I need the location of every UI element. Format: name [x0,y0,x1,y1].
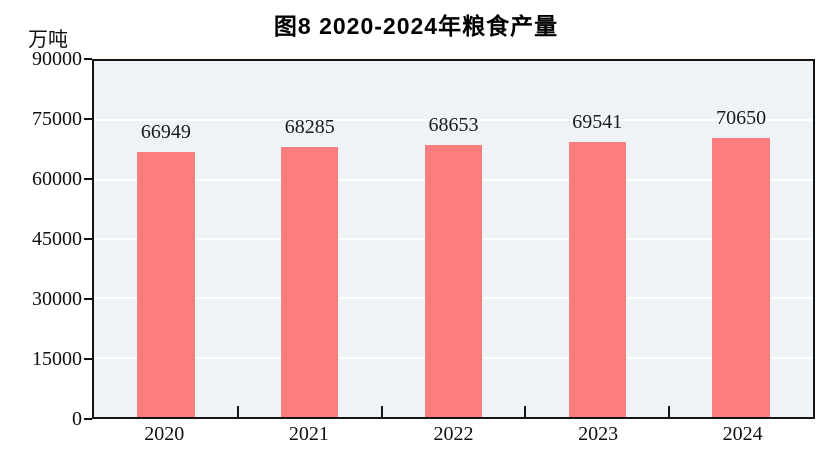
plot-area: 66949 68285 68653 69541 70650 [92,59,815,419]
bar [568,141,627,417]
y-tick-label: 75000 [32,108,82,130]
x-tick-label: 2023 [578,423,619,445]
y-axis-unit-label: 万吨 [28,29,68,51]
bar-value-label: 68653 [428,114,479,137]
bar [137,152,195,417]
y-tick-mark [84,58,92,60]
x-tick-label: 2020 [144,423,185,445]
y-tick-label: 60000 [32,168,82,190]
y-tick-label: 90000 [32,48,82,70]
x-tick-mark [668,406,671,417]
y-tick-mark [84,298,92,300]
y-tick-label: 30000 [32,288,82,310]
bar-value-label: 69541 [572,110,623,133]
x-tick-label: 2024 [722,423,763,445]
y-tick-mark [84,358,92,360]
bar-value-label: 70650 [716,106,767,129]
bar [712,137,770,417]
x-tick-label: 2022 [433,423,474,445]
y-tick-mark [84,238,92,240]
y-tick-label: 0 [72,408,82,430]
y-tick-mark [84,178,92,180]
y-tick-label: 45000 [32,228,82,250]
bar [280,146,339,417]
x-axis-labels: 2020 2021 2022 2023 2024 [92,423,815,446]
bar [424,145,483,417]
chart-title: 图8 2020-2024年粮食产量 [273,13,559,39]
x-tick-mark [380,406,383,417]
x-tick-label: 2021 [288,423,329,445]
y-tick-mark [84,118,92,120]
bar-value-label: 68285 [284,115,335,138]
bar-value-label: 66949 [140,121,191,144]
x-tick-mark [236,406,239,417]
gridline [94,119,813,122]
y-tick-mark [84,418,92,420]
y-tick-label: 15000 [32,348,82,370]
x-tick-mark [524,406,527,417]
